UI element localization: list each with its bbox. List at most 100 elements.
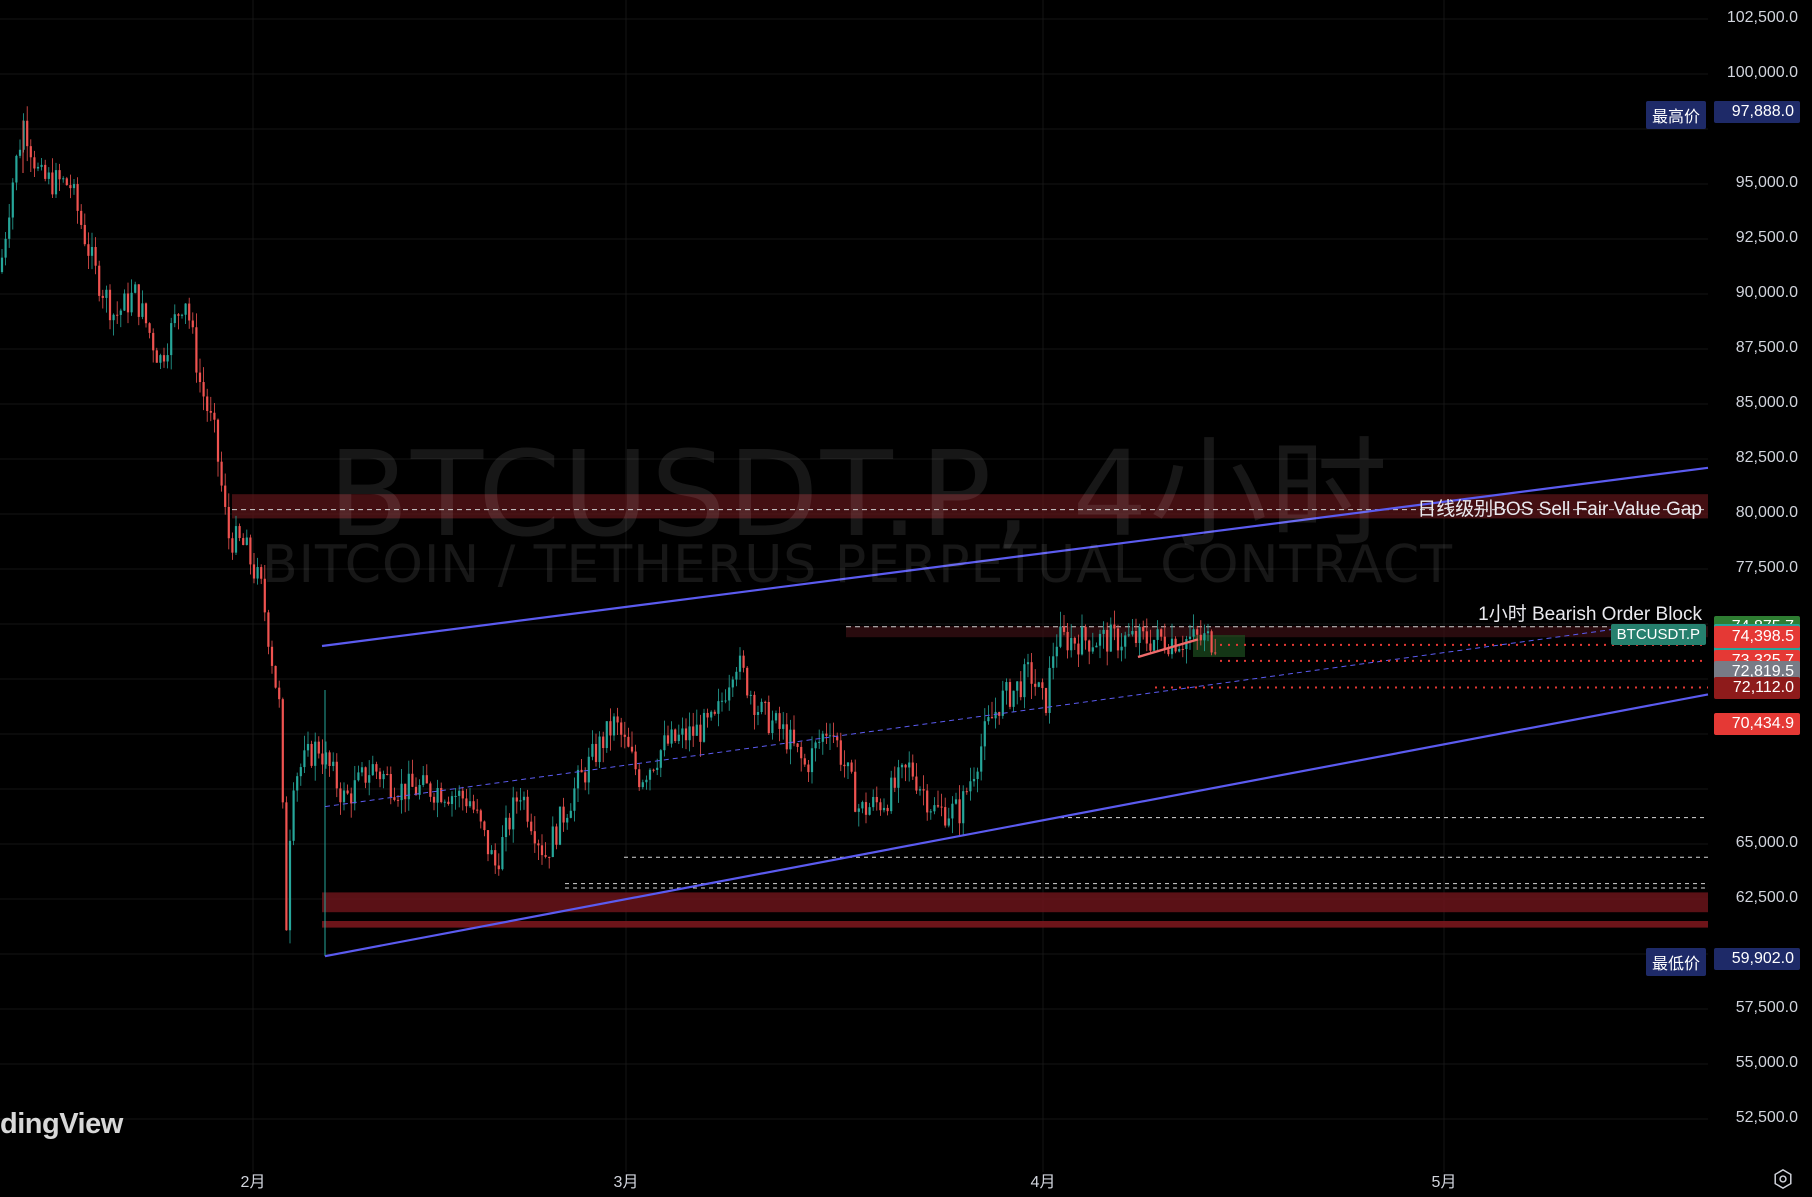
candle-body xyxy=(591,743,594,757)
candle-body xyxy=(375,764,378,772)
candle-body xyxy=(40,164,43,167)
price-tick-label: 90,000.0 xyxy=(1735,284,1798,301)
candle-body xyxy=(1026,662,1030,665)
candle-body xyxy=(1152,639,1156,651)
candle-body xyxy=(875,796,878,803)
candle-body xyxy=(1023,664,1026,698)
candle-body xyxy=(879,802,882,811)
price-tick-label: 95,000.0 xyxy=(1735,174,1798,191)
candle-body xyxy=(267,612,270,647)
candle-body xyxy=(382,773,385,780)
candle-body xyxy=(130,292,133,313)
candle-body xyxy=(490,850,493,855)
candle-body xyxy=(652,769,655,771)
candle-body xyxy=(821,733,824,742)
candle-body xyxy=(1106,629,1109,652)
candle-body xyxy=(782,724,785,729)
candle-body xyxy=(746,667,749,696)
candle-body xyxy=(857,808,860,812)
bull-fvg-zone xyxy=(1193,635,1245,657)
price-tick-label: 85,000.0 xyxy=(1735,394,1798,411)
candle-body xyxy=(191,320,194,328)
candle-body xyxy=(785,724,788,750)
candle-body xyxy=(342,790,346,803)
candle-body xyxy=(242,538,245,545)
candle-body xyxy=(108,289,112,321)
candle-body xyxy=(670,729,673,744)
candle-body xyxy=(155,350,158,363)
candle-body xyxy=(882,807,886,811)
candle-body xyxy=(645,779,648,783)
candle-body xyxy=(717,701,720,714)
candle-body xyxy=(1113,624,1116,629)
candle-body xyxy=(710,711,713,718)
candle-body xyxy=(566,817,569,823)
candle-body xyxy=(753,694,756,715)
candle-body xyxy=(688,726,691,741)
candle-body xyxy=(994,711,997,719)
candle-body xyxy=(4,238,7,258)
candle-body xyxy=(213,412,216,420)
candle-body xyxy=(634,751,637,770)
candle-body xyxy=(317,741,320,754)
tradingview-logo[interactable]: dingView xyxy=(0,1108,123,1140)
candle-body xyxy=(1124,635,1127,647)
candle-body xyxy=(774,713,778,721)
price-tag: 72,112.0 xyxy=(1714,676,1800,699)
candle-body xyxy=(368,775,371,783)
candle-body xyxy=(26,120,29,147)
candle-body xyxy=(299,767,302,777)
candle-body xyxy=(612,716,616,736)
price-tick-label: 62,500.0 xyxy=(1735,889,1798,906)
candle-body xyxy=(1030,662,1033,684)
candle-body xyxy=(947,818,950,826)
candle-body xyxy=(76,184,79,211)
candle-body xyxy=(411,773,414,787)
candle-body xyxy=(789,729,792,750)
candle-body xyxy=(580,769,583,773)
candle-body xyxy=(278,687,281,700)
candle-body xyxy=(335,761,338,789)
candle-body xyxy=(738,655,742,672)
candle-body xyxy=(11,182,14,218)
candle-body xyxy=(378,771,382,780)
candle-body xyxy=(170,323,173,356)
month-tick-label: 2月 xyxy=(240,1174,266,1191)
candle-body xyxy=(713,711,716,714)
candle-body xyxy=(666,735,670,744)
candle-body xyxy=(1138,626,1141,643)
candle-body xyxy=(476,809,479,811)
candle-body xyxy=(843,764,846,767)
candle-body xyxy=(562,806,565,823)
candle-body xyxy=(134,284,137,293)
candle-body xyxy=(699,724,702,742)
candle-body xyxy=(659,750,662,768)
candle-body xyxy=(537,843,540,846)
drawings-layer xyxy=(321,466,1709,958)
price-tick-label: 92,500.0 xyxy=(1735,229,1798,246)
candle-body xyxy=(33,157,36,169)
candle-body xyxy=(796,743,799,747)
candle-body xyxy=(944,807,947,826)
candle-body xyxy=(256,567,259,579)
candle-body xyxy=(8,217,11,239)
settings-icon[interactable] xyxy=(1772,1168,1794,1190)
candle-body xyxy=(126,293,130,313)
candle-body xyxy=(263,578,266,613)
candle-body xyxy=(422,775,425,785)
candle-body xyxy=(65,178,68,186)
candle-body xyxy=(918,789,922,791)
candle-body xyxy=(576,769,580,789)
candle-body xyxy=(180,314,184,316)
candle-body xyxy=(364,767,367,783)
candle-body xyxy=(260,567,263,579)
price-tick-label: 102,500.0 xyxy=(1726,9,1798,26)
candle-body xyxy=(954,799,958,804)
candle-body xyxy=(861,802,864,809)
candle-body xyxy=(512,797,515,830)
candle-body xyxy=(497,865,500,870)
candle-body xyxy=(306,743,310,751)
candle-body xyxy=(288,840,292,931)
demand-zone-upper xyxy=(322,892,1708,913)
